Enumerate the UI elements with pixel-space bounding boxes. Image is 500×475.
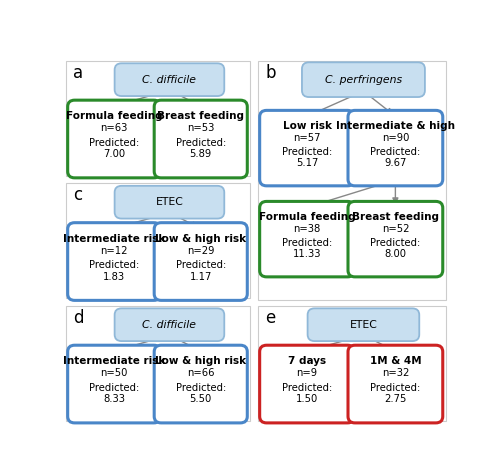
Bar [66,306,250,421]
Text: Formula feeding: Formula feeding [258,212,356,222]
Text: ETEC: ETEC [156,197,184,207]
Text: n=90: n=90 [382,133,409,143]
Text: e: e [265,309,276,327]
Text: b: b [265,64,276,82]
Text: C. perfringens: C. perfringens [325,75,402,85]
FancyBboxPatch shape [348,345,443,423]
Text: 7.00: 7.00 [103,149,126,159]
Text: C. difficile: C. difficile [142,320,197,330]
Text: Predicted:: Predicted: [370,146,420,157]
Text: 1.17: 1.17 [190,272,212,282]
Text: n=52: n=52 [382,224,409,234]
Text: Predicted:: Predicted: [89,260,140,270]
Text: Formula feeding: Formula feeding [66,112,162,122]
FancyBboxPatch shape [302,62,425,97]
Text: 5.50: 5.50 [190,394,212,404]
Text: a: a [74,64,84,82]
Text: ETEC: ETEC [350,320,378,330]
Text: 8.33: 8.33 [103,394,125,404]
Text: d: d [74,309,84,327]
Text: Breast feeding: Breast feeding [157,112,244,122]
Text: Predicted:: Predicted: [89,138,140,148]
Text: Predicted:: Predicted: [282,146,332,157]
Text: Low & high risk: Low & high risk [155,234,246,244]
Text: 1M & 4M: 1M & 4M [370,356,421,367]
Text: n=29: n=29 [187,246,214,256]
Text: Predicted:: Predicted: [176,260,226,270]
Bar [66,183,250,298]
Text: Predicted:: Predicted: [370,238,420,247]
FancyBboxPatch shape [154,100,248,178]
Text: Predicted:: Predicted: [282,382,332,393]
Text: Predicted:: Predicted: [370,382,420,393]
Text: Predicted:: Predicted: [282,238,332,247]
Text: n=66: n=66 [187,369,214,379]
Bar [258,61,446,300]
Text: n=57: n=57 [294,133,321,143]
Text: 1.83: 1.83 [103,272,126,282]
FancyBboxPatch shape [114,63,224,96]
FancyBboxPatch shape [308,308,420,341]
Text: 7 days: 7 days [288,356,326,367]
Text: n=32: n=32 [382,369,409,379]
Text: 11.33: 11.33 [293,249,322,259]
Text: n=53: n=53 [187,124,214,133]
FancyBboxPatch shape [260,110,354,186]
Bar [66,61,250,176]
Text: 1.50: 1.50 [296,394,318,404]
Text: Predicted:: Predicted: [89,382,140,393]
Text: Predicted:: Predicted: [176,382,226,393]
FancyBboxPatch shape [68,223,161,300]
Text: c: c [74,186,82,204]
FancyBboxPatch shape [260,201,354,277]
FancyBboxPatch shape [68,100,161,178]
FancyBboxPatch shape [154,345,248,423]
FancyBboxPatch shape [348,110,443,186]
Bar [258,306,446,421]
FancyBboxPatch shape [114,186,224,218]
FancyBboxPatch shape [68,345,161,423]
Text: 9.67: 9.67 [384,158,406,168]
Text: Intermediate risk: Intermediate risk [63,356,166,367]
Text: Breast feeding: Breast feeding [352,212,439,222]
Text: n=9: n=9 [296,369,318,379]
Text: 5.89: 5.89 [190,149,212,159]
Text: n=63: n=63 [100,124,128,133]
Text: C. difficile: C. difficile [142,75,197,85]
Text: Intermediate risk: Intermediate risk [63,234,166,244]
Text: 2.75: 2.75 [384,394,406,404]
Text: n=38: n=38 [294,224,320,234]
FancyBboxPatch shape [114,308,224,341]
Text: n=12: n=12 [100,246,128,256]
Text: 5.17: 5.17 [296,158,318,168]
FancyBboxPatch shape [260,345,354,423]
FancyBboxPatch shape [348,201,443,277]
Text: Low & high risk: Low & high risk [155,356,246,367]
Text: 8.00: 8.00 [384,249,406,259]
Text: Intermediate & high: Intermediate & high [336,121,455,131]
FancyBboxPatch shape [154,223,248,300]
Text: n=50: n=50 [100,369,128,379]
Text: Predicted:: Predicted: [176,138,226,148]
Text: Low risk: Low risk [282,121,332,131]
